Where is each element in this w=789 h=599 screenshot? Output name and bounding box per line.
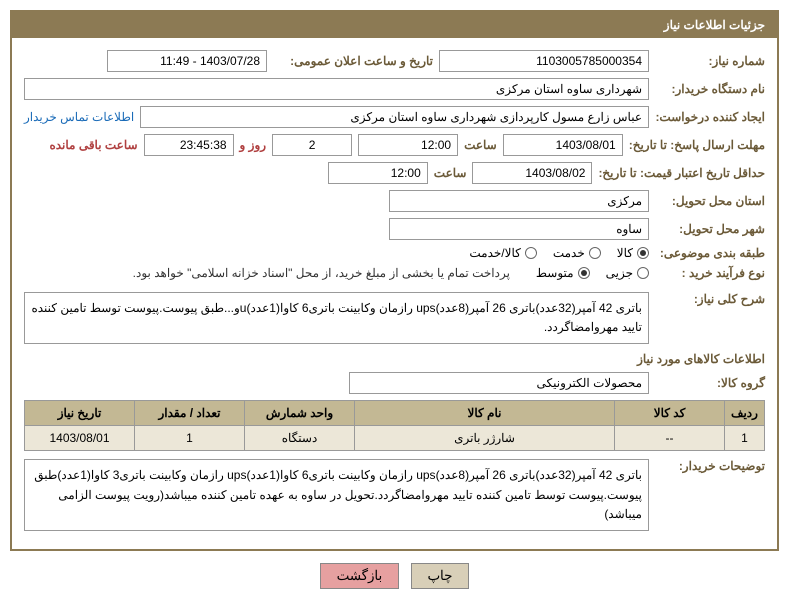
- buttons-row: چاپ بازگشت: [10, 563, 779, 589]
- need-number-label: شماره نیاز:: [655, 54, 765, 68]
- cat-goods-service-radio[interactable]: کالا/خدمت: [469, 246, 536, 260]
- panel-body: شماره نیاز: 1103005785000354 تاریخ و ساع…: [12, 38, 777, 549]
- cat-service-radio[interactable]: خدمت: [553, 246, 601, 260]
- goods-group-label: گروه کالا:: [655, 376, 765, 390]
- cat-goods-label: کالا: [617, 246, 633, 260]
- radio-icon: [637, 247, 649, 259]
- pt-small-radio[interactable]: جزیی: [606, 266, 649, 280]
- validity-label: حداقل تاریخ اعتبار قیمت: تا تاریخ:: [598, 166, 765, 180]
- general-desc-box: باترى 42 آمپر(32عدد)باترى 26 آمپر(8عدد)u…: [24, 292, 649, 344]
- pt-medium-label: متوسط: [536, 266, 574, 280]
- remaining-label: ساعت باقی مانده: [49, 138, 137, 152]
- panel-title: جزئیات اطلاعات نیاز: [12, 12, 777, 38]
- days-count: 2: [272, 134, 352, 156]
- td-name: شارژر باتری: [355, 426, 615, 451]
- hour-label-1: ساعت: [464, 138, 497, 152]
- delivery-city-label: شهر محل تحویل:: [655, 222, 765, 236]
- goods-group-field: محصولات الکترونیکی: [349, 372, 649, 394]
- announce-value: 1403/07/28 - 11:49: [107, 50, 267, 72]
- th-code: کد کالا: [615, 401, 725, 426]
- th-qty: تعداد / مقدار: [135, 401, 245, 426]
- general-desc-label: شرح کلی نیاز:: [655, 292, 765, 306]
- requester-label: ایجاد کننده درخواست:: [655, 110, 765, 124]
- pt-medium-radio[interactable]: متوسط: [536, 266, 590, 280]
- announce-label: تاریخ و ساعت اعلان عمومی:: [273, 54, 433, 68]
- delivery-province: مرکزی: [389, 190, 649, 212]
- table-header-row: ردیف کد کالا نام کالا واحد شمارش تعداد /…: [25, 401, 765, 426]
- deadline-reply-time: 12:00: [358, 134, 458, 156]
- payment-note: پرداخت تمام یا بخشی از مبلغ خرید، از محل…: [133, 266, 510, 280]
- radio-icon: [589, 247, 601, 259]
- days-and-label: روز و: [240, 138, 267, 152]
- hour-label-2: ساعت: [434, 166, 467, 180]
- cat-goods-radio[interactable]: کالا: [617, 246, 649, 260]
- print-button[interactable]: چاپ: [411, 563, 470, 589]
- purchase-type-label: نوع فرآیند خرید :: [655, 266, 765, 280]
- category-label: طبقه بندی موضوعی:: [655, 246, 765, 260]
- goods-info-title: اطلاعات کالاهای مورد نیاز: [24, 352, 765, 366]
- delivery-province-label: استان محل تحویل:: [655, 194, 765, 208]
- main-panel: جزئیات اطلاعات نیاز شماره نیاز: 11030057…: [10, 10, 779, 551]
- buyer-notes-box: باترى 42 آمپر(32عدد)باترى 26 آمپر(8عدد)u…: [24, 459, 649, 531]
- pt-small-label: جزیی: [606, 266, 633, 280]
- buyer-org-label: نام دستگاه خریدار:: [655, 82, 765, 96]
- validity-date: 1403/08/02: [472, 162, 592, 184]
- td-need-date: 1403/08/01: [25, 426, 135, 451]
- th-need-date: تاریخ نیاز: [25, 401, 135, 426]
- td-row: 1: [725, 426, 765, 451]
- back-button[interactable]: بازگشت: [320, 563, 400, 589]
- th-unit: واحد شمارش: [245, 401, 355, 426]
- delivery-city: ساوه: [389, 218, 649, 240]
- buyer-org-field: شهرداری ساوه استان مرکزی: [24, 78, 649, 100]
- radio-icon: [525, 247, 537, 259]
- validity-time: 12:00: [328, 162, 428, 184]
- table-row: 1 -- شارژر باتری دستگاه 1 1403/08/01: [25, 426, 765, 451]
- category-radios: کالا خدمت کالا/خدمت: [469, 246, 649, 260]
- goods-table: ردیف کد کالا نام کالا واحد شمارش تعداد /…: [24, 400, 765, 451]
- requester-field: عباس زارع مسول کارپردازی شهرداری ساوه اس…: [140, 106, 649, 128]
- th-row: ردیف: [725, 401, 765, 426]
- radio-icon: [578, 267, 590, 279]
- cat-goods-service-label: کالا/خدمت: [469, 246, 520, 260]
- td-unit: دستگاه: [245, 426, 355, 451]
- th-name: نام کالا: [355, 401, 615, 426]
- deadline-reply-label: مهلت ارسال پاسخ: تا تاریخ:: [629, 138, 765, 152]
- need-number-field: 1103005785000354: [439, 50, 649, 72]
- countdown: 23:45:38: [144, 134, 234, 156]
- td-qty: 1: [135, 426, 245, 451]
- radio-icon: [637, 267, 649, 279]
- buyer-notes-label: توضیحات خریدار:: [655, 459, 765, 473]
- purchase-type-radios: جزیی متوسط: [536, 266, 649, 280]
- deadline-reply-date: 1403/08/01: [503, 134, 623, 156]
- contact-link[interactable]: اطلاعات تماس خریدار: [24, 110, 134, 124]
- td-code: --: [615, 426, 725, 451]
- cat-service-label: خدمت: [553, 246, 585, 260]
